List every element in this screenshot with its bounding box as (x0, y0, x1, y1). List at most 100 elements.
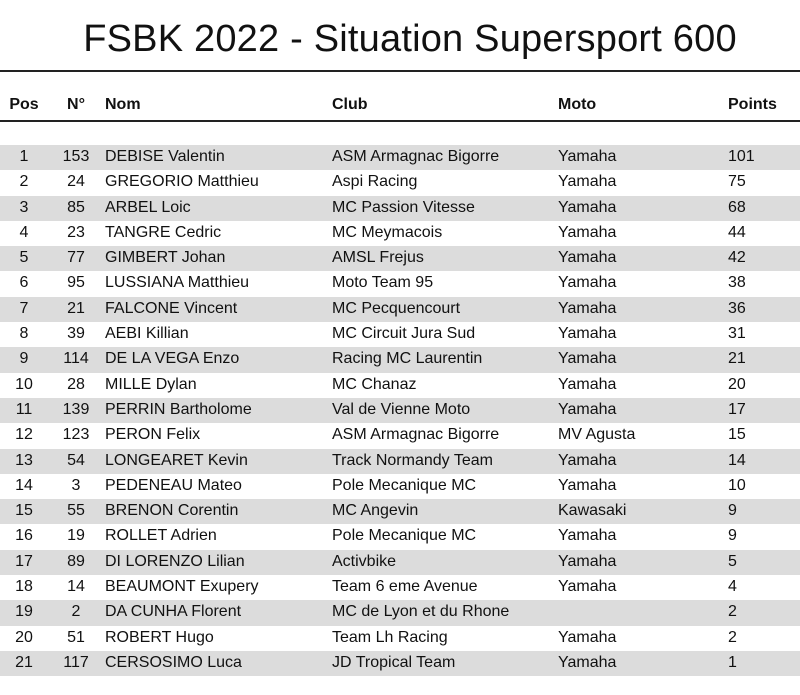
title-divider (0, 70, 800, 72)
cell-pos: 4 (19, 223, 29, 241)
cell-moto: Yamaha (558, 552, 617, 570)
cell-club: MC Angevin (332, 502, 419, 520)
header-nom: Nom (105, 96, 141, 113)
cell-points: 14 (728, 451, 746, 469)
cell-num: 2 (71, 603, 81, 621)
cell-moto: Yamaha (558, 527, 617, 545)
cell-club: Moto Team 95 (332, 274, 434, 292)
cell-num: 39 (67, 325, 85, 343)
cell-num: 123 (62, 426, 90, 444)
cell-moto: Yamaha (558, 223, 617, 241)
cell-num: 114 (63, 350, 89, 368)
cell-club: Activbike (332, 552, 397, 570)
table-row: 17 89 DI LORENZO Lilian Activbike Yamaha 5 (0, 549, 800, 576)
cell-num: 21 (67, 299, 85, 317)
cell-num: 95 (67, 274, 85, 292)
cell-moto: MV Agusta (558, 426, 636, 444)
header-club: Club (332, 96, 368, 113)
table-row: 21 117 CERSOSIMO Luca JD Tropical Team Yamah… (0, 650, 800, 677)
cell-moto: Yamaha (558, 299, 617, 317)
cell-moto: Yamaha (558, 249, 617, 267)
cell-points: 68 (728, 198, 746, 216)
table-row: 11 139 PERRIN Bartholome Val de Vienne Moto… (0, 397, 800, 424)
cell-nom: GIMBERT Johan (105, 249, 226, 267)
table-row: 20 51 ROBERT Hugo Team Lh Racing Yamaha 2 (0, 626, 800, 651)
cell-points: 31 (728, 325, 746, 343)
cell-num: 55 (67, 502, 85, 520)
cell-moto: Yamaha (558, 198, 617, 216)
cell-club: ASM Armagnac Bigorre (332, 148, 500, 165)
cell-points: 9 (728, 527, 737, 545)
cell-nom: DA CUNHA Florent (105, 603, 242, 621)
table-row: 2 24 GREGORIO Matthieu Aspi Racing Yamaha 75 (0, 170, 800, 195)
cell-moto: Yamaha (558, 476, 617, 494)
cell-points: 2 (728, 628, 737, 646)
cell-pos: 5 (19, 249, 29, 267)
cell-pos: 2 (19, 173, 29, 191)
table-row: 18 14 BEAUMONT Exupery Team 6 eme Avenue Yam… (0, 575, 800, 600)
table-row: 3 85 ARBEL Loic MC Passion Vitesse Yamaha 68 (0, 195, 800, 221)
cell-points: 75 (728, 173, 746, 191)
cell-num: 54 (67, 451, 85, 469)
cell-nom: DI LORENZO Lilian (105, 552, 245, 570)
cell-moto: Yamaha (558, 653, 617, 671)
table-row: 19 2 DA CUNHA Florent MC de Lyon et du Rhon… (0, 600, 800, 626)
cell-nom: ARBEL Loic (105, 198, 191, 216)
cell-nom: FALCONE Vincent (105, 299, 238, 317)
table-row: 7 21 FALCONE Vincent MC Pecquencourt Yamaha 3… (0, 296, 800, 323)
cell-pos: 11 (15, 400, 33, 418)
cell-num: 3 (71, 476, 81, 494)
cell-num: 51 (67, 628, 85, 646)
table-row: 9 114 DE LA VEGA Enzo Racing MC Laurentin Ya… (0, 347, 800, 373)
cell-num: 89 (67, 552, 85, 570)
cell-moto: Yamaha (558, 325, 617, 343)
cell-points: 21 (728, 350, 746, 368)
header-divider (0, 120, 800, 122)
cell-pos: 15 (15, 502, 33, 520)
cell-num: 77 (67, 249, 85, 267)
cell-club: Team 6 eme Avenue (332, 578, 478, 596)
cell-pos: 6 (19, 274, 29, 292)
cell-moto: Yamaha (558, 274, 617, 292)
standings-table: 1 153 DEBISE Valentin ASM Armagnac Bigorre Y… (0, 145, 800, 677)
table-header: Pos N° Nom Club Moto Points (0, 96, 800, 118)
cell-moto: Yamaha (558, 350, 617, 368)
cell-points: 10 (728, 476, 746, 494)
table-row: 13 54 LONGEARET Kevin Track Normandy Team Ya… (0, 448, 800, 474)
table-row: 12 123 PERON Felix ASM Armagnac Bigorre MV A… (0, 423, 800, 448)
cell-club: Pole Mecanique MC (332, 476, 477, 494)
cell-nom: BEAUMONT Exupery (105, 578, 259, 596)
cell-num: 117 (63, 653, 89, 671)
cell-num: 85 (67, 198, 85, 216)
cell-points: 44 (728, 223, 746, 241)
cell-points: 20 (728, 375, 746, 393)
cell-points: 17 (728, 400, 746, 418)
cell-club: MC Pecquencourt (332, 299, 461, 317)
cell-points: 1 (728, 653, 737, 671)
cell-points: 38 (728, 274, 746, 292)
cell-nom: ROLLET Adrien (105, 527, 217, 545)
cell-club: Racing MC Laurentin (332, 350, 483, 368)
cell-club: MC Circuit Jura Sud (332, 325, 476, 343)
cell-pos: 9 (19, 350, 29, 368)
table-row: 14 3 PEDENEAU Mateo Pole Mecanique MC Yamaha… (0, 474, 800, 499)
cell-nom: LUSSIANA Matthieu (105, 274, 250, 292)
cell-points: 2 (728, 603, 737, 621)
cell-pos: 19 (15, 603, 33, 621)
cell-nom: CERSOSIMO Luca (105, 653, 242, 671)
cell-points: 15 (728, 426, 746, 444)
table-row: 15 55 BRENON Corentin MC Angevin Kawasaki 9 (0, 499, 800, 525)
cell-club: Team Lh Racing (332, 628, 448, 646)
cell-num: 19 (67, 527, 85, 545)
table-row: 6 95 LUSSIANA Matthieu Moto Team 95 Yamaha 38 (0, 271, 800, 296)
cell-nom: AEBI Killian (105, 325, 189, 343)
cell-pos: 7 (19, 299, 29, 317)
cell-moto: Yamaha (558, 148, 617, 165)
cell-club: Pole Mecanique MC (332, 527, 477, 545)
cell-nom: PEDENEAU Mateo (105, 476, 242, 494)
cell-club: MC Passion Vitesse (332, 198, 475, 216)
header-moto: Moto (558, 96, 597, 113)
cell-num: 153 (62, 148, 90, 165)
cell-pos: 8 (19, 325, 29, 343)
cell-club: MC Chanaz (332, 375, 417, 393)
